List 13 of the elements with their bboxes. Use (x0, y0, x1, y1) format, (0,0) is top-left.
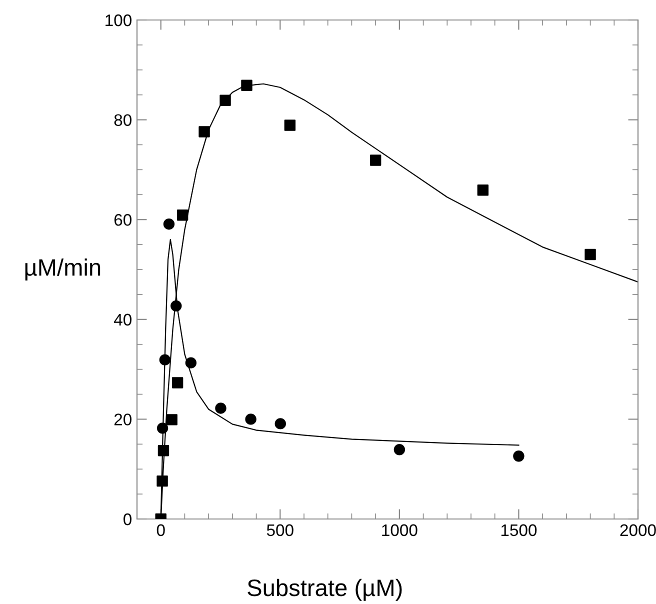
y-tick-label: 60 (114, 214, 132, 226)
x-tick-label: 2000 (620, 524, 656, 536)
y-tick-label: 40 (114, 314, 132, 326)
x-tick-label: 0 (156, 524, 165, 536)
y-tick-label: 0 (124, 513, 132, 526)
y-tick-label: 100 (106, 14, 132, 26)
y-tick-label: 80 (114, 114, 132, 126)
x-axis-title: Substrate (µM) (248, 578, 402, 601)
x-tick-label: 1500 (501, 524, 537, 536)
x-tick-label: 500 (266, 524, 294, 536)
x-tick-label: 1000 (382, 524, 418, 536)
y-axis-title: µM/min (25, 258, 100, 281)
y-tick-label: 20 (114, 414, 132, 426)
